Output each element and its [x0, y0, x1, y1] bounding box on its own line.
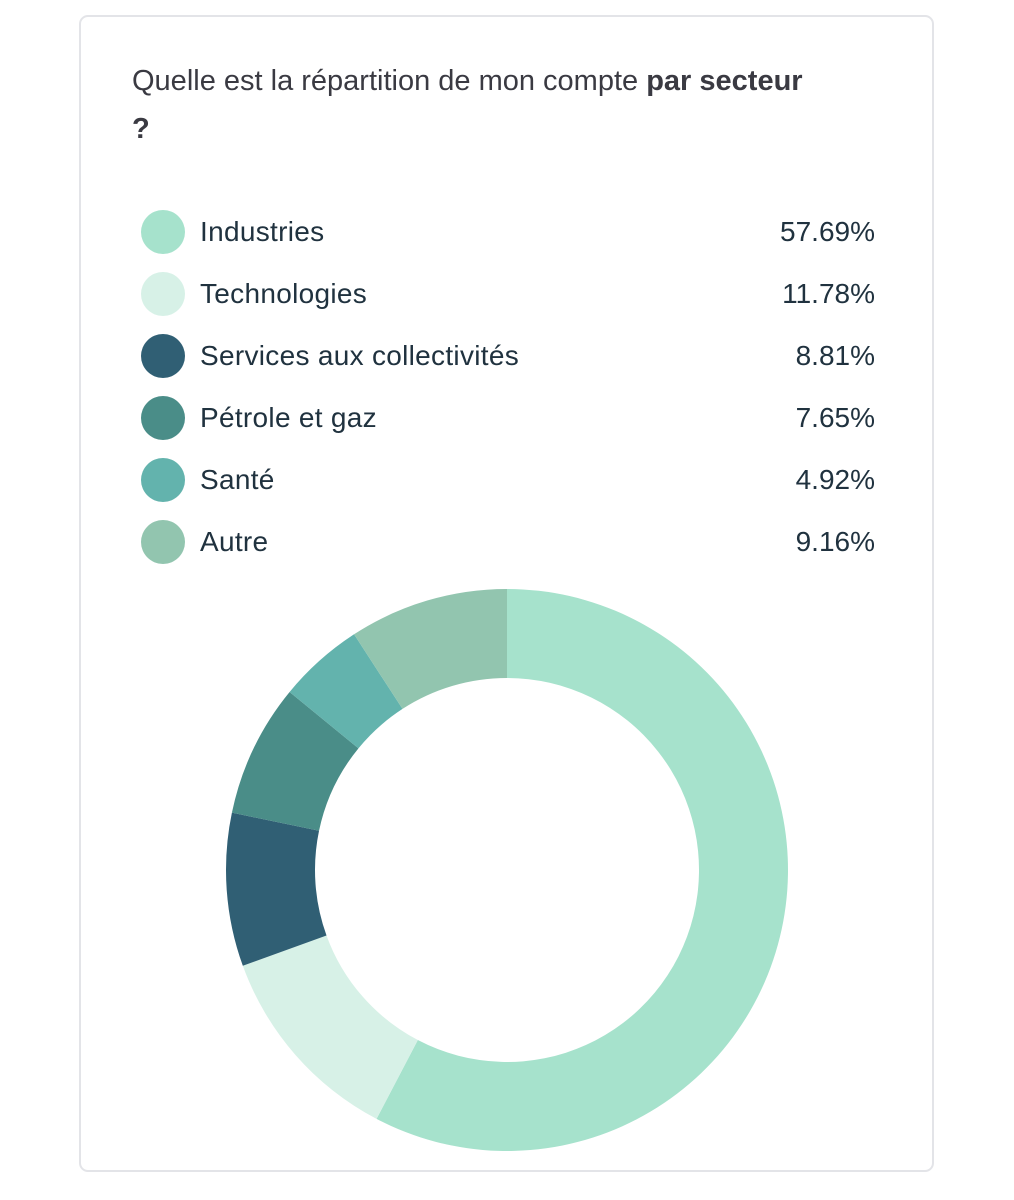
legend-label: Santé: [200, 464, 275, 495]
legend-value: 7.65%: [795, 402, 875, 433]
legend-value: 4.92%: [795, 464, 875, 495]
sector-card: Quelle est la répartition de mon compte …: [79, 15, 934, 1172]
legend-item: Technologies 11.78%: [141, 263, 875, 325]
legend-value: 11.78%: [782, 278, 875, 309]
legend-swatch: [141, 520, 185, 564]
question-prefix: Quelle est la répartition de mon compte: [132, 65, 647, 97]
legend-swatch: [141, 334, 185, 378]
legend-item: Pétrole et gaz 7.65%: [141, 387, 875, 449]
legend-value: 57.69%: [780, 216, 875, 247]
legend-swatch: [141, 396, 185, 440]
legend-label: Pétrole et gaz: [200, 402, 377, 433]
chart-legend: Industries 57.69% Technologies 11.78% Se…: [141, 201, 875, 573]
legend-value: 8.81%: [795, 340, 875, 371]
legend-item: Santé 4.92%: [141, 449, 875, 511]
legend-swatch: [141, 272, 185, 316]
legend-label: Services aux collectivités: [200, 340, 520, 371]
legend-label: Industries: [200, 216, 325, 247]
legend-value: 9.16%: [795, 526, 875, 557]
question-emphasis: par secteur ?: [132, 65, 803, 145]
legend-item: Autre 9.16%: [141, 511, 875, 573]
legend-swatch: [141, 210, 185, 254]
legend-swatch: [141, 458, 185, 502]
legend-item: Industries 57.69%: [141, 201, 875, 263]
legend-label: Autre: [200, 526, 269, 557]
legend-label: Technologies: [200, 278, 368, 309]
legend-item: Services aux collectivités 8.81%: [141, 325, 875, 387]
card-question: Quelle est la répartition de mon compte …: [132, 57, 812, 153]
